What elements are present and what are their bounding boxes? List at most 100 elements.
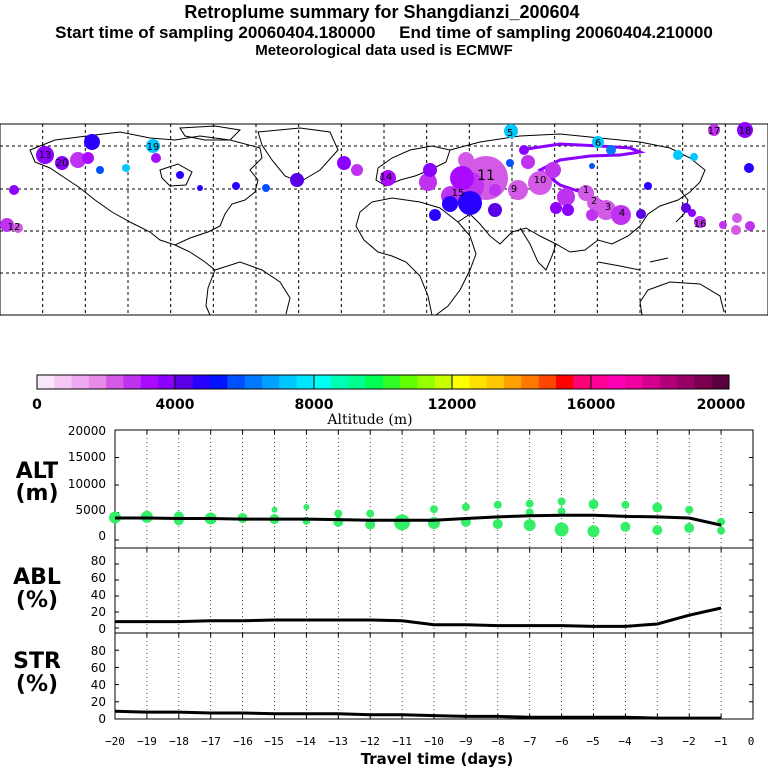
panels-frame	[114, 429, 754, 720]
str-ytick-labels: 0 20 40 60 80	[91, 644, 106, 726]
x-tick-label: 0	[748, 735, 755, 748]
plume-marker	[694, 216, 706, 228]
colorbar-cell	[504, 375, 522, 389]
map-label: 4	[619, 208, 625, 219]
x-tick-label: −6	[555, 735, 568, 748]
coast-arctic-isles	[179, 125, 242, 141]
x-tick-label: −10	[424, 735, 444, 748]
map-label: 9	[511, 184, 517, 195]
colorbar-cell	[88, 375, 107, 389]
colorbar-cell	[711, 375, 730, 389]
abl-ytick-label: 60	[91, 571, 106, 585]
alt-ytick-labels: 0 5000 10000 15000 20000	[68, 424, 106, 543]
plume-marker	[681, 203, 691, 213]
x-tick-label: −8	[491, 735, 504, 748]
plume-marker	[550, 202, 562, 214]
plume-marker	[673, 150, 683, 160]
plume-marker	[731, 225, 741, 235]
str-ytick-label: 40	[91, 678, 106, 692]
x-tick-label: −1	[714, 735, 727, 748]
colorbar-cell	[331, 375, 349, 389]
colorbar-cell	[313, 375, 332, 389]
alt-ylabel-line2: (m)	[15, 481, 58, 506]
map-label: 5	[507, 128, 513, 139]
colorbar-cell	[556, 375, 574, 389]
panel-y-ticks	[114, 429, 754, 720]
plume-marker	[262, 184, 270, 192]
colorbar-cell	[279, 375, 297, 389]
alt-ytick-label: 5000	[75, 503, 106, 517]
altitude-scatter-point	[366, 509, 375, 518]
plume-marker	[380, 170, 396, 186]
plume-marker	[351, 164, 363, 176]
map-label: 6	[595, 138, 601, 149]
met-data-note: Meteorological data used is ECMWF	[255, 42, 513, 59]
plume-marker	[578, 185, 594, 201]
map-label: 3	[605, 202, 611, 213]
altitude-scatter-point	[557, 497, 566, 506]
altitude-scatter-point	[365, 519, 376, 530]
altitude-scatter-point	[523, 519, 536, 532]
coast-indonesia	[597, 257, 669, 271]
colorbar-cell	[625, 375, 643, 389]
colorbar-cell	[694, 375, 713, 389]
x-tick-label: −17	[201, 735, 221, 748]
altitude-scatter-point	[621, 500, 630, 509]
plume-marker	[545, 162, 561, 178]
altitude-scatter-point	[684, 522, 695, 533]
x-tick-label: −3	[650, 735, 663, 748]
colorbar-tick-label: 12000	[428, 397, 477, 413]
x-tick-label: −5	[586, 735, 599, 748]
plume-marker	[488, 203, 502, 217]
colorbar-cell	[417, 375, 436, 389]
plume-marker	[442, 196, 458, 212]
plume-marker	[0, 218, 14, 232]
series-line-alt	[115, 513, 722, 527]
plume-marker	[521, 155, 535, 169]
map-label: 16	[694, 219, 707, 230]
coast-greenland	[257, 127, 339, 183]
abl-ylabel-line1: ABL	[13, 565, 61, 590]
colorbar: 0 4000 8000 12000 16000 20000 Altitude (…	[32, 374, 746, 428]
abl-ytick-label: 40	[91, 588, 106, 602]
plume-marker	[737, 122, 753, 138]
str-ytick-label: 80	[91, 644, 106, 658]
altitude-scatter-point	[588, 499, 599, 510]
altitude-scatter-point	[394, 514, 411, 531]
plume-marker	[562, 204, 574, 216]
colorbar-cell	[106, 375, 124, 389]
map-label: 20	[56, 158, 69, 169]
x-tick-label: −16	[233, 735, 253, 748]
abl-ytick-label: 20	[91, 605, 106, 619]
colorbar-tick-labels: 0 4000 8000 12000 16000 20000	[32, 397, 745, 413]
plume-markers	[0, 122, 755, 235]
colorbar-cells	[37, 375, 730, 389]
plume-marker	[429, 209, 441, 221]
x-tick-label: −20	[105, 735, 125, 748]
colorbar-cell	[486, 375, 505, 389]
colorbar-cell	[452, 375, 470, 389]
altitude-scatter-point	[303, 504, 310, 510]
plume-marker	[146, 139, 160, 153]
plume-marker	[586, 209, 598, 221]
str-ytick-label: 60	[91, 661, 106, 675]
plume-marker	[690, 153, 698, 161]
plume-marker	[82, 152, 94, 164]
altitude-scatter-point	[461, 503, 470, 511]
map-label: 2	[591, 196, 597, 207]
map-label: 19	[147, 142, 160, 153]
plume-marker	[719, 221, 727, 229]
abl-ytick-labels: 0 20 40 60 80	[91, 554, 106, 636]
coast-south-america	[205, 261, 291, 316]
abl-ytick-label: 80	[91, 554, 106, 568]
map-numbers: 13 20 19 5 6 18 17 16 12 11 15 14 1 2 3 …	[8, 126, 752, 233]
map-label: 11	[477, 168, 495, 184]
colorbar-cell	[348, 375, 367, 389]
x-tick-label: −19	[137, 735, 157, 748]
x-tick-label: −4	[618, 735, 632, 748]
colorbar-cell	[296, 375, 315, 389]
plume-marker	[70, 152, 86, 168]
colorbar-frame	[36, 374, 730, 390]
colorbar-cell	[244, 375, 263, 389]
plume-marker	[290, 173, 304, 187]
